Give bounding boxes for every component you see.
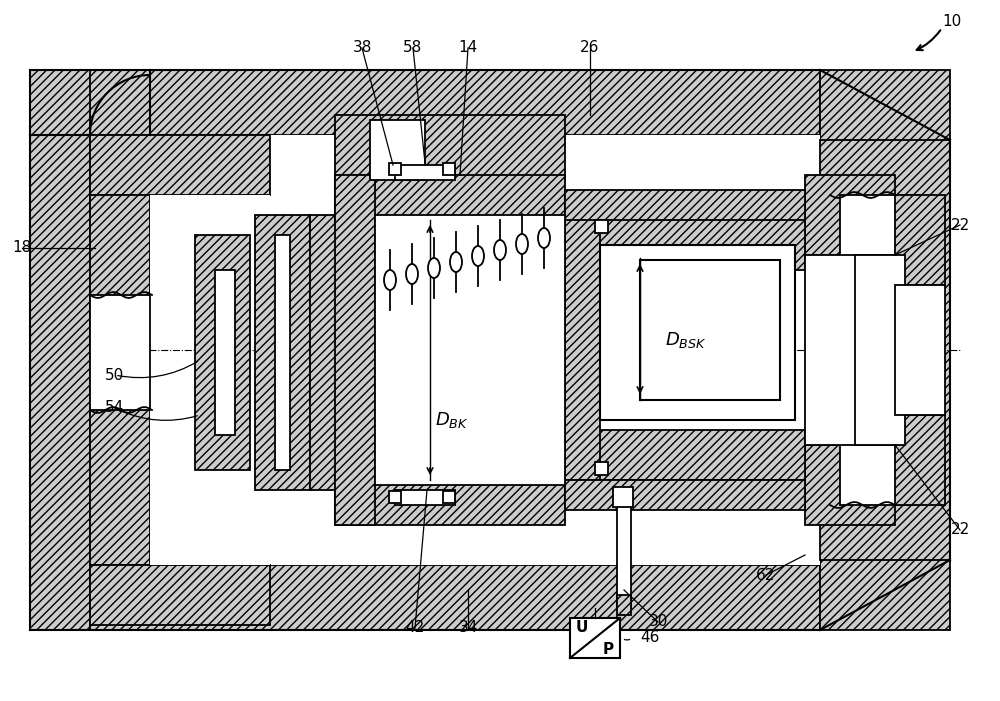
Text: 58: 58	[403, 41, 423, 55]
Bar	[195, 235, 250, 470]
Text: $D_{BK}$: $D_{BK}$	[435, 410, 469, 430]
Bar	[855, 255, 905, 445]
Bar	[90, 565, 270, 625]
Text: 22: 22	[950, 217, 970, 233]
Bar	[215, 270, 235, 435]
Bar	[150, 195, 270, 565]
Text: 50: 50	[105, 367, 125, 383]
Bar	[895, 415, 945, 505]
Bar	[805, 175, 895, 255]
Bar	[30, 565, 820, 630]
Bar	[617, 595, 631, 615]
Ellipse shape	[538, 228, 550, 248]
Bar	[30, 70, 820, 135]
Bar	[443, 163, 455, 175]
Text: 26: 26	[580, 41, 600, 55]
Ellipse shape	[516, 234, 528, 254]
Ellipse shape	[406, 264, 418, 284]
Bar	[389, 491, 401, 503]
Bar	[895, 195, 945, 285]
Bar	[640, 260, 780, 400]
Bar	[565, 430, 805, 480]
Bar	[617, 490, 631, 610]
Bar	[805, 445, 895, 525]
Bar	[90, 195, 150, 565]
Bar	[820, 70, 950, 630]
Text: 34: 34	[458, 620, 478, 636]
Bar	[613, 487, 633, 507]
Ellipse shape	[450, 252, 462, 272]
Bar	[443, 491, 455, 503]
Text: 10: 10	[942, 15, 962, 29]
Bar	[565, 190, 805, 220]
Bar	[595, 220, 608, 233]
Bar	[565, 215, 600, 480]
Bar	[805, 255, 895, 445]
Bar	[90, 135, 270, 195]
Bar	[565, 215, 805, 270]
Bar	[840, 195, 920, 505]
Bar	[565, 480, 805, 510]
Bar	[335, 115, 565, 180]
Ellipse shape	[472, 246, 484, 266]
Bar	[335, 475, 565, 525]
Text: 46: 46	[640, 630, 659, 646]
Bar	[570, 618, 620, 658]
Bar	[820, 140, 950, 560]
Bar	[90, 295, 150, 410]
Bar	[895, 285, 945, 415]
Bar	[370, 120, 425, 180]
Bar	[600, 245, 795, 420]
Bar	[389, 163, 401, 175]
Text: 18: 18	[12, 240, 32, 255]
Bar	[335, 175, 565, 225]
Text: $D_{BSK}$: $D_{BSK}$	[665, 330, 707, 350]
Text: 54: 54	[105, 400, 125, 416]
Bar	[395, 490, 455, 505]
Text: P: P	[602, 641, 614, 657]
Bar	[335, 175, 375, 525]
Ellipse shape	[384, 270, 396, 290]
Text: 22: 22	[950, 522, 970, 538]
Text: 30: 30	[648, 615, 668, 629]
Bar	[275, 235, 290, 470]
Ellipse shape	[494, 240, 506, 260]
Text: 62: 62	[756, 568, 776, 583]
Bar	[30, 70, 90, 630]
Text: U: U	[576, 620, 588, 634]
Bar	[310, 215, 340, 490]
Ellipse shape	[428, 258, 440, 278]
Text: 42: 42	[405, 620, 425, 636]
Text: 38: 38	[352, 41, 372, 55]
Bar	[595, 462, 608, 475]
Bar	[395, 165, 455, 180]
Bar	[255, 215, 310, 490]
Bar	[90, 135, 820, 565]
Text: 14: 14	[458, 41, 478, 55]
Bar	[375, 215, 565, 485]
